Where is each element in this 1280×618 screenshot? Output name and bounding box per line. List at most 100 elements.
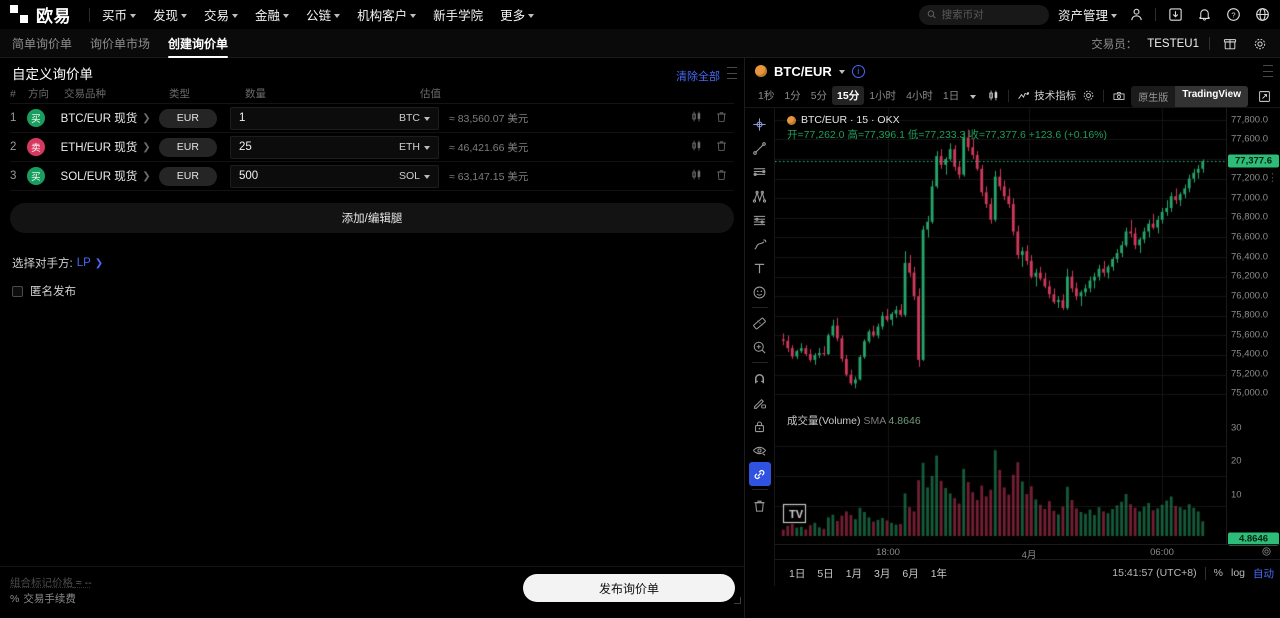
user-account-button[interactable] bbox=[1126, 5, 1146, 25]
candlestick-chart-icon[interactable] bbox=[690, 139, 703, 155]
market-search-box[interactable] bbox=[918, 4, 1049, 25]
range-1d[interactable]: 1日 bbox=[789, 567, 806, 580]
quantity-unit-selector[interactable]: BTC bbox=[393, 112, 431, 124]
search-input[interactable] bbox=[941, 8, 1041, 21]
quantity-input[interactable] bbox=[239, 141, 394, 153]
quantity-field[interactable]: SOL bbox=[230, 164, 440, 188]
timeframe-1s[interactable]: 1秒 bbox=[758, 90, 775, 102]
chart-more-menu[interactable]: ⋮ bbox=[1267, 172, 1278, 184]
pitchfork-icon[interactable] bbox=[749, 184, 771, 208]
leg-type-pill[interactable]: EUR bbox=[158, 108, 217, 128]
crosshair-icon[interactable] bbox=[749, 112, 771, 136]
timeframe-4h[interactable]: 4小时 bbox=[906, 90, 933, 102]
range-3m[interactable]: 3月 bbox=[874, 567, 891, 580]
quantity-unit-selector[interactable]: SOL bbox=[393, 170, 431, 182]
panel-drag-handle[interactable] bbox=[727, 67, 737, 79]
candlestick-chart-icon[interactable] bbox=[690, 168, 703, 184]
range-6m[interactable]: 6月 bbox=[902, 567, 919, 580]
trend-line-icon[interactable] bbox=[749, 136, 771, 160]
sync-link-icon[interactable] bbox=[748, 462, 771, 486]
clear-all-link[interactable]: 清除全部 bbox=[676, 71, 720, 83]
emoji-icon[interactable] bbox=[749, 280, 771, 304]
timeframe-1m[interactable]: 1分 bbox=[784, 90, 801, 102]
add-edit-leg-button[interactable]: 添加/编辑腿 bbox=[10, 203, 734, 233]
chevron-down-icon[interactable] bbox=[838, 70, 845, 74]
brush-icon[interactable] bbox=[749, 232, 771, 256]
nav-item-discover[interactable]: 发现 bbox=[153, 5, 188, 24]
pencil-lock-icon[interactable] bbox=[749, 390, 771, 414]
delete-leg-button[interactable] bbox=[715, 110, 728, 126]
info-icon[interactable]: i bbox=[851, 64, 865, 78]
indicators-button[interactable]: 技术指标 bbox=[1014, 88, 1079, 103]
chevron-down-icon[interactable] bbox=[970, 94, 977, 99]
leg-type-pill[interactable]: EUR bbox=[158, 166, 217, 186]
eye-hide-icon[interactable] bbox=[749, 438, 771, 462]
lock-icon[interactable] bbox=[749, 414, 771, 438]
auto-scale-toggle[interactable]: 自动 bbox=[1253, 567, 1274, 580]
nav-item-more[interactable]: 更多 bbox=[500, 5, 535, 24]
chart-type-button[interactable] bbox=[984, 89, 1003, 102]
box-button[interactable] bbox=[1220, 34, 1240, 54]
log-scale-toggle[interactable]: log bbox=[1230, 567, 1245, 579]
zoom-in-icon[interactable] bbox=[749, 335, 771, 359]
direction-badge-buy[interactable]: 买 bbox=[26, 167, 45, 185]
snapshot-button[interactable] bbox=[1109, 89, 1129, 102]
range-1y[interactable]: 1年 bbox=[930, 567, 948, 580]
percent-scale-toggle[interactable]: % bbox=[1213, 567, 1223, 579]
axis-settings-button[interactable] bbox=[1261, 546, 1272, 560]
chart-plot-area[interactable]: BTC/EUR · 15 · OKX 开=77,262.0 高=77,396.1… bbox=[775, 108, 1227, 544]
quantity-unit-selector[interactable]: ETH bbox=[393, 141, 431, 153]
timeframe-1h[interactable]: 1小时 bbox=[869, 90, 897, 102]
leg-type-pill[interactable]: EUR bbox=[158, 137, 217, 157]
language-button[interactable] bbox=[1252, 5, 1272, 25]
quantity-field[interactable]: BTC bbox=[230, 106, 440, 130]
nav-item-trade[interactable]: 交易 bbox=[204, 5, 239, 24]
asset-management-menu[interactable]: 资产管理 bbox=[1058, 5, 1117, 24]
quantity-field[interactable]: ETH bbox=[230, 135, 440, 159]
help-button[interactable]: ? bbox=[1223, 5, 1243, 25]
timeframe-15m[interactable]: 15分 bbox=[832, 86, 865, 105]
timeframe-5m[interactable]: 5分 bbox=[810, 90, 828, 102]
leg-instrument-selector[interactable]: ETH/EUR 现货 ❯ bbox=[61, 139, 159, 155]
leg-instrument-selector[interactable]: BTC/EUR 现货 ❯ bbox=[61, 110, 159, 126]
quantity-input[interactable] bbox=[239, 112, 394, 124]
direction-badge-buy[interactable]: 买 bbox=[26, 109, 45, 127]
delete-leg-button[interactable] bbox=[715, 168, 728, 184]
candlestick-canvas[interactable] bbox=[775, 108, 1227, 544]
direction-badge-sell[interactable]: 卖 bbox=[26, 138, 45, 156]
nav-item-finance[interactable]: 金融 bbox=[255, 5, 290, 24]
delete-leg-button[interactable] bbox=[715, 139, 728, 155]
fullscreen-button[interactable] bbox=[1254, 86, 1274, 106]
leg-instrument-selector[interactable]: SOL/EUR 现货 ❯ bbox=[61, 168, 159, 184]
chevron-right-icon[interactable]: ❯ bbox=[94, 257, 104, 269]
nav-item-public-chain[interactable]: 公链 bbox=[306, 5, 341, 24]
price-axis[interactable]: 77,800.077,600.077,400.077,200.077,000.0… bbox=[1226, 108, 1280, 546]
fib-retracement-icon[interactable] bbox=[749, 208, 771, 232]
view-mode-tradingview[interactable]: TradingView bbox=[1175, 85, 1248, 107]
nav-item-institutional[interactable]: 机构客户 bbox=[357, 5, 417, 24]
tab-create-rfq[interactable]: 创建询价单 bbox=[168, 29, 229, 58]
resize-handle[interactable] bbox=[734, 597, 741, 604]
chart-settings-button[interactable] bbox=[1079, 89, 1098, 102]
nav-item-academy[interactable]: 新手学院 bbox=[433, 5, 483, 24]
settings-button[interactable] bbox=[1250, 34, 1270, 54]
tab-simple-rfq[interactable]: 简单询价单 bbox=[12, 36, 73, 51]
horizontal-lines-icon[interactable] bbox=[749, 160, 771, 184]
text-icon[interactable] bbox=[749, 256, 771, 280]
ruler-icon[interactable] bbox=[749, 311, 771, 335]
range-1m[interactable]: 1月 bbox=[845, 567, 863, 580]
publish-rfq-button[interactable]: 发布询价单 bbox=[523, 574, 735, 602]
anonymous-publish-checkbox[interactable] bbox=[12, 285, 23, 297]
nav-item-buy-crypto[interactable]: 买币 bbox=[102, 5, 137, 24]
tab-rfq-market[interactable]: 询价单市场 bbox=[90, 36, 151, 51]
trash-icon[interactable] bbox=[749, 493, 771, 517]
notifications-button[interactable] bbox=[1194, 5, 1214, 25]
counterparty-value[interactable]: LP bbox=[76, 257, 91, 269]
quantity-input[interactable] bbox=[239, 170, 393, 182]
panel-drag-handle[interactable] bbox=[1263, 65, 1273, 77]
timeframe-1d[interactable]: 1日 bbox=[942, 90, 960, 102]
candlestick-chart-icon[interactable] bbox=[690, 110, 703, 126]
okx-logo[interactable]: 欧易 bbox=[10, 2, 71, 27]
view-mode-native[interactable]: 原生版 bbox=[1138, 92, 1169, 104]
